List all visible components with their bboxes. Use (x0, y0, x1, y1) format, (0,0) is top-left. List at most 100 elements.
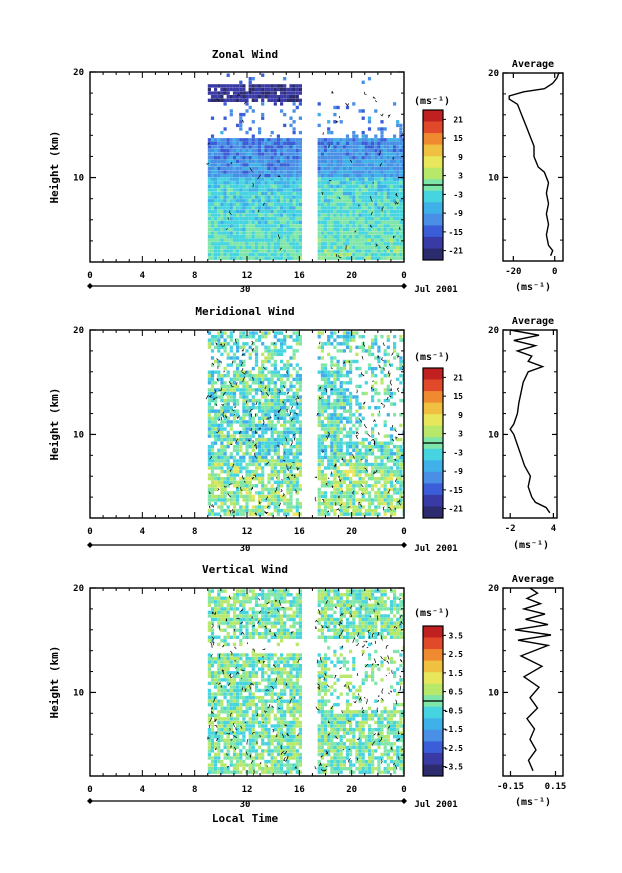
colorbar-tick-label: -21 (449, 247, 464, 256)
x-tick-label: 8 (192, 527, 197, 537)
y-tick-label: 10 (73, 688, 84, 698)
profile-y-tick-label: 20 (488, 69, 499, 79)
colorbar-tick-label: -2.5 (444, 744, 463, 753)
profile-line (509, 329, 551, 514)
profile-frame (502, 72, 564, 262)
x-tick-label: 16 (294, 527, 305, 537)
profile-y-tick-label: 10 (488, 173, 499, 183)
x-tick-label: 4 (140, 271, 146, 281)
profile-x-tick-label: 0 (552, 267, 557, 277)
profile-axes: 20 10 -2 4 (488, 326, 557, 534)
profile-title: Average (512, 574, 554, 585)
colorbar-tick-label: -9 (453, 209, 463, 218)
date-label: 30 (240, 800, 251, 810)
profile-title: Average (512, 316, 554, 327)
month-label: Jul 2001 (414, 800, 457, 810)
profile-xlabel: (ms⁻¹) (515, 282, 551, 293)
colorbar-tick-label: -21 (449, 505, 464, 514)
profile-y-tick-label: 10 (488, 688, 499, 698)
x-tick-label: 20 (346, 271, 357, 281)
colorbar-tick-label: -9 (453, 467, 463, 476)
profile-xlabel: (ms⁻¹) (513, 540, 549, 551)
x-tick-label: 0 (87, 271, 92, 281)
colorbar: 3.5 2.5 1.5 0.5 -0.5 -1.5 -2.5 -3.5 (422, 625, 464, 777)
colorbar-tick-label: -0.5 (444, 706, 463, 715)
colorbar-tick-label: -3 (453, 190, 463, 199)
panel-title: Meridional Wind (195, 305, 294, 318)
panel-title: Vertical Wind (202, 563, 288, 576)
heatmap (205, 331, 404, 516)
colorbar-tick-label: 1.5 (449, 669, 464, 678)
colorbar-unit: (ms⁻¹) (414, 352, 450, 363)
x-tick-label: 20 (346, 785, 357, 795)
profile-axes: 20 10 -20 0 (488, 69, 563, 277)
colorbar: 21 15 9 3 -3 -9 -15 -21 (422, 109, 464, 261)
colorbar: 21 15 9 3 -3 -9 -15 -21 (422, 367, 464, 519)
colorbar-tick-label: 0.5 (449, 688, 464, 697)
colorbar-tick-label: 3.5 (449, 631, 464, 640)
y-tick-label: 20 (73, 326, 84, 336)
x-tick-label: 0 (401, 271, 406, 281)
colorbar-unit: (ms⁻¹) (414, 608, 450, 619)
y-tick-label: 20 (73, 584, 84, 594)
colorbar-tick-label: -1.5 (444, 725, 463, 734)
profile-y-tick-label: 10 (488, 430, 499, 440)
x-tick-label: 4 (140, 785, 146, 795)
colorbar-tick-label: 9 (458, 411, 463, 420)
colorbar-tick-label: 3 (458, 430, 463, 439)
colorbar-tick-label: -3 (453, 448, 463, 457)
x-tick-label: 16 (294, 785, 305, 795)
x-tick-label: 8 (192, 271, 197, 281)
x-ticks: 0 4 8 12 16 20 0 (87, 72, 407, 289)
x-tick-label: 0 (401, 785, 406, 795)
colorbar-tick-label: 9 (458, 153, 463, 162)
profile-x-tick-label: 0.15 (545, 782, 567, 792)
colorbar-tick-label: -15 (449, 486, 464, 495)
profile-line (514, 587, 552, 772)
profile-frame (502, 329, 558, 519)
colorbar-unit: (ms⁻¹) (414, 96, 450, 107)
x-tick-label: 12 (242, 527, 253, 537)
colorbar-tick-label: -3.5 (444, 763, 463, 772)
x-ticks: 0 4 8 12 16 20 0 (87, 330, 407, 548)
x-tick-label: 12 (242, 271, 253, 281)
colorbar-tick-label: 15 (453, 392, 463, 401)
x-axis-label: Local Time (212, 812, 279, 825)
heatmap (206, 73, 404, 260)
profile-x-tick-label: -0.15 (497, 782, 524, 792)
x-tick-label: 16 (294, 271, 305, 281)
y-tick-label: 10 (73, 430, 84, 440)
profile-xlabel: (ms⁻¹) (515, 797, 551, 808)
colorbar-tick-label: 3 (458, 172, 463, 181)
y-label: Height (km) (48, 131, 61, 204)
y-label: Height (km) (48, 646, 61, 719)
colorbar-tick-label: 21 (453, 373, 463, 382)
y-tick-label: 10 (73, 174, 84, 184)
x-tick-label: 0 (401, 527, 406, 537)
x-tick-label: 0 (87, 785, 92, 795)
profile-x-tick-label: -20 (505, 267, 521, 277)
date-label: 30 (240, 285, 251, 295)
profile-y-tick-label: 20 (488, 584, 499, 594)
month-label: Jul 2001 (414, 285, 457, 295)
profile-line (508, 72, 560, 257)
month-label: Jul 2001 (414, 544, 457, 554)
x-tick-label: 0 (87, 527, 92, 537)
colorbar-tick-label: 21 (453, 115, 463, 124)
colorbar-tick-label: 2.5 (449, 650, 464, 659)
y-label: Height (km) (48, 388, 61, 461)
panel-zonal: Zonal Wind 20 10 0 4 8 12 16 20 0 Height (km) 3… (48, 48, 564, 295)
x-tick-label: 4 (140, 527, 146, 537)
profile-frame (502, 587, 564, 777)
x-tick-label: 12 (242, 785, 253, 795)
profile-x-tick-label: -2 (505, 524, 516, 534)
date-label: 30 (240, 544, 251, 554)
x-ticks: 0 4 8 12 16 20 0 (87, 588, 407, 804)
colorbar-tick-label: 15 (453, 134, 463, 143)
profile-axes: 20 10 -0.15 0.15 (488, 584, 566, 792)
profile-title: Average (512, 59, 554, 70)
